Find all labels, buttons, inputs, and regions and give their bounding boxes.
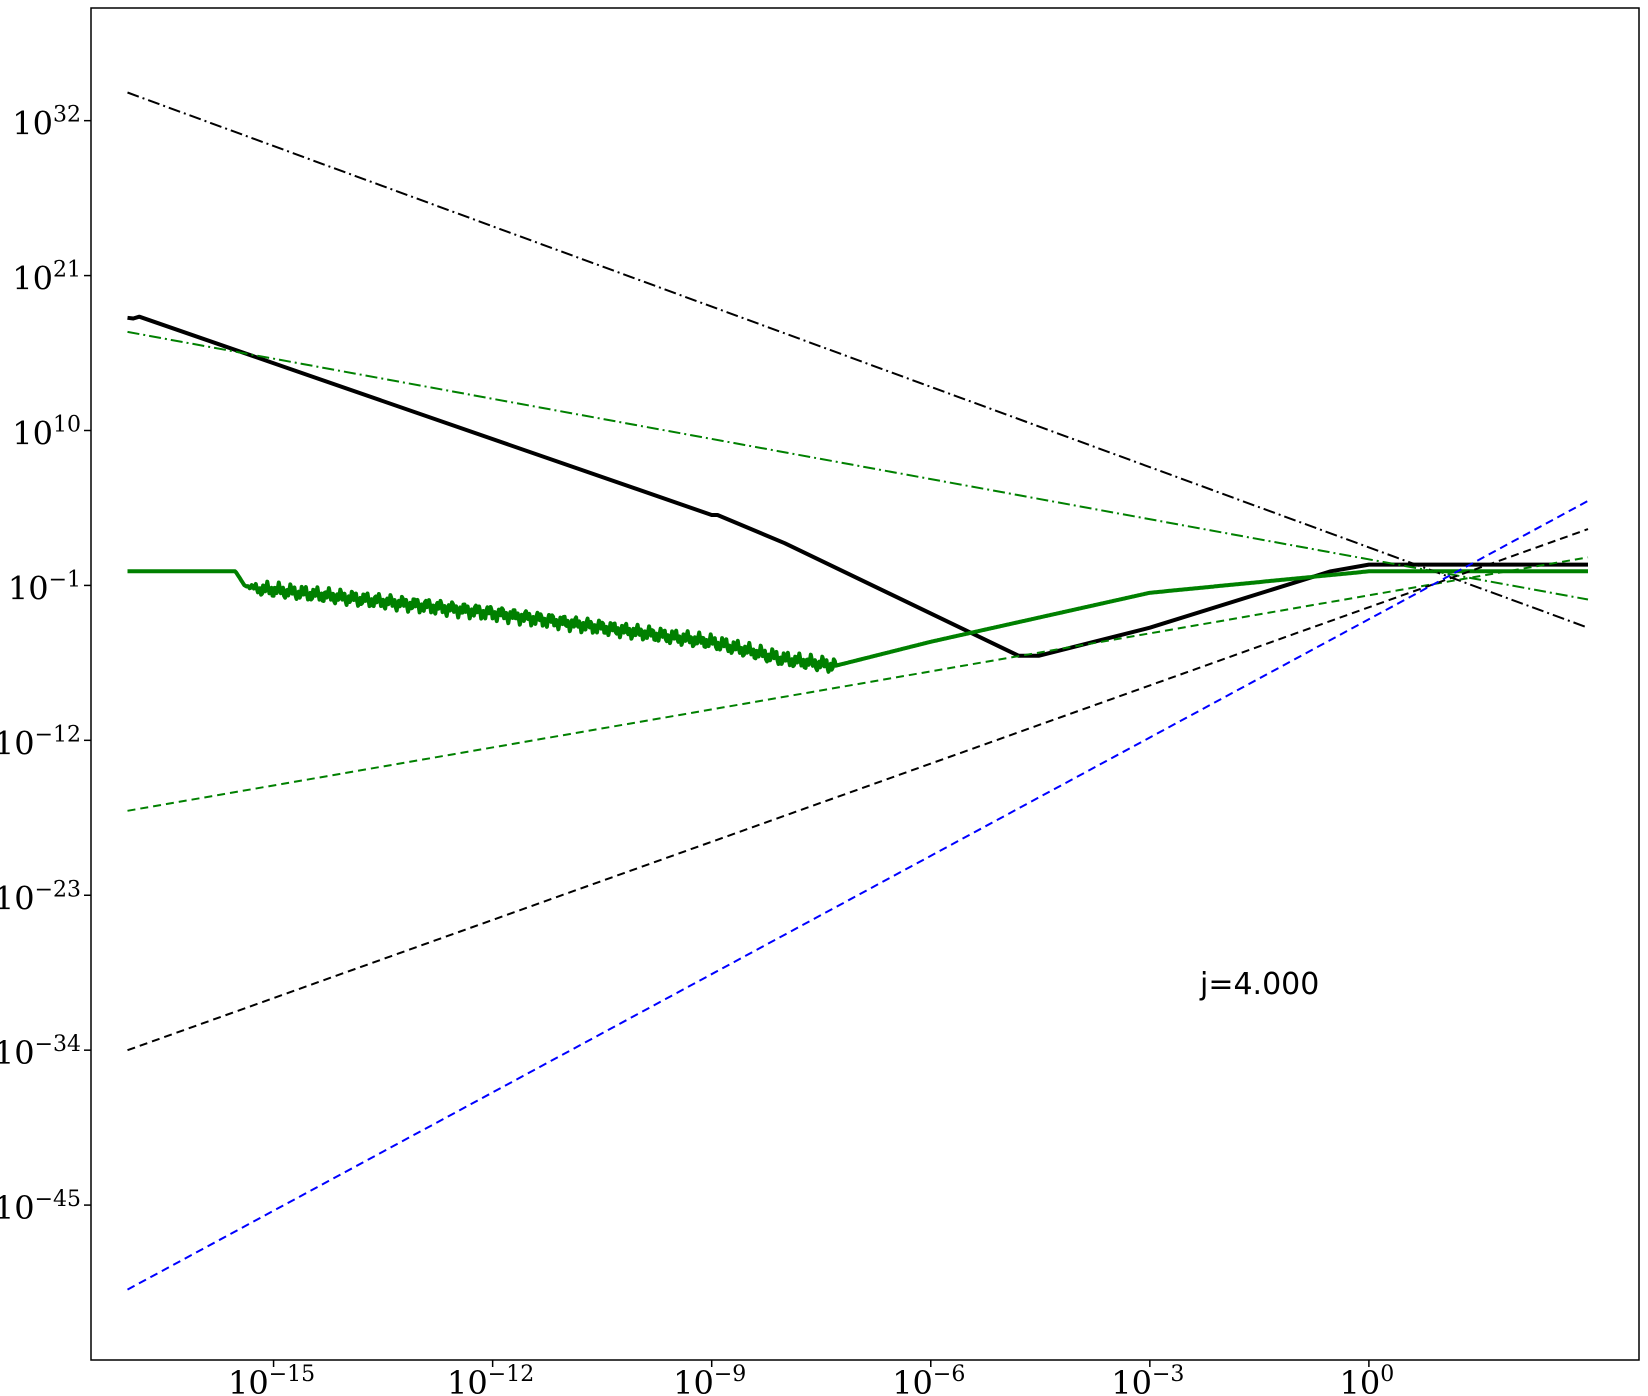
y-tick-label: 1010	[12, 413, 81, 453]
y-tick-label: 10−1	[8, 567, 81, 607]
series-line-1	[126, 569, 1589, 674]
y-tick-label: 10−34	[0, 1032, 81, 1072]
series-line-2	[127, 91, 1589, 629]
series-layer	[126, 91, 1589, 1291]
y-axis: 1032 1021 1010 10−1 10−12 10−23 10−34 10−45	[0, 103, 91, 1227]
y-tick-label: 1021	[12, 258, 81, 298]
x-tick-label: 100	[1340, 1362, 1395, 1396]
y-tick-label: 10−45	[0, 1187, 81, 1227]
x-tick-label: 10−9	[673, 1362, 746, 1396]
series-line-3	[127, 330, 1589, 601]
y-tick-label: 10−12	[0, 722, 81, 762]
x-tick-label: 10−12	[447, 1362, 534, 1396]
x-tick-label: 10−3	[1111, 1362, 1184, 1396]
x-axis: 10−15 10−12 10−9 10−6 10−3 100	[228, 1360, 1394, 1396]
x-tick-label: 10−15	[228, 1362, 315, 1396]
annotation-label: j=4.000	[1199, 967, 1319, 1002]
series-line-6	[127, 500, 1589, 1291]
y-tick-label: 10−23	[0, 877, 81, 917]
series-line-5	[127, 528, 1589, 1052]
series-line-4	[127, 556, 1589, 812]
x-tick-label: 10−6	[892, 1362, 965, 1396]
y-tick-label: 1032	[12, 103, 81, 143]
plot-frame	[90, 7, 1640, 1361]
